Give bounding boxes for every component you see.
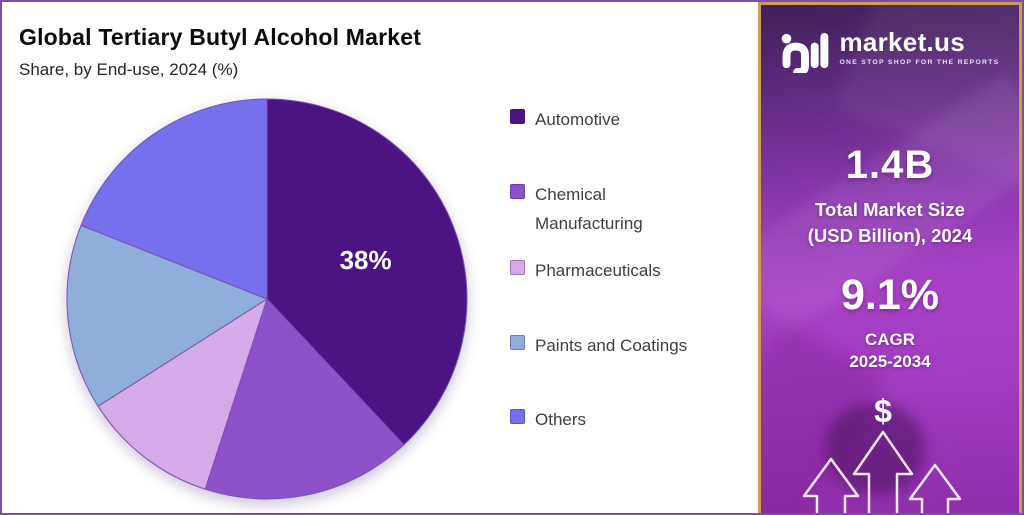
chart-legend: Automotive Chemical Manufacturing Pharma… (510, 105, 745, 445)
legend-item-chemical-manufacturing: Chemical Manufacturing (510, 180, 685, 238)
legend-item-paints-and-coatings: Paints and Coatings (510, 331, 687, 360)
brand-text: market.us ONE STOP SHOP FOR THE REPORTS (839, 29, 999, 66)
legend-label: Paints and Coatings (535, 336, 688, 355)
page-subtitle: Share, by End-use, 2024 (%) (19, 60, 239, 79)
brand-logo: market.us ONE STOP SHOP FOR THE REPORTS (761, 29, 1019, 73)
legend-swatch-pharmaceuticals (510, 260, 525, 275)
brand-name: market.us (839, 27, 965, 57)
legend-item-pharmaceuticals: Pharmaceuticals (510, 256, 661, 285)
market-us-logo-icon (782, 32, 829, 73)
legend-swatch-chemical-manufacturing (510, 184, 525, 199)
brand-panel: market.us ONE STOP SHOP FOR THE REPORTS … (758, 2, 1022, 513)
dollar-icon: $ (874, 393, 892, 429)
legend-label: Automotive (535, 110, 621, 129)
pie-chart: 38% (57, 89, 477, 509)
pie-slice-chemical-manufacturing (204, 298, 405, 500)
pie-slice-pharmaceuticals (97, 297, 268, 490)
legend-swatch-automotive (510, 109, 525, 124)
chart-area: Global Tertiary Butyl Alcohol Market Sha… (2, 2, 762, 513)
cagr-value: 9.1% (840, 271, 939, 319)
pie-slice-automotive (266, 98, 468, 446)
brand-tagline: ONE STOP SHOP FOR THE REPORTS (839, 59, 1000, 66)
legend-label: Pharmaceuticals (535, 261, 661, 280)
growth-arrows-icon: $ (802, 393, 962, 513)
market-size-label-line2: (USD Billion), 2024 (807, 225, 973, 246)
pie-slice-others (80, 98, 268, 300)
legend-item-automotive: Automotive (510, 105, 620, 134)
legend-item-others: Others (510, 405, 586, 434)
pie-slice-label: 38% (340, 245, 392, 275)
market-size-value: 1.4B (845, 143, 935, 187)
legend-swatch-paints-and-coatings (510, 335, 525, 350)
legend-label: Chemical Manufacturing (535, 185, 643, 233)
pie-chart-svg: 38% (66, 98, 468, 500)
market-size-label: Total Market Size (USD Billion), 2024 (761, 197, 1019, 249)
cagr-label: CAGR 2025-2034 (761, 329, 1019, 373)
cagr-label-line1: CAGR (864, 330, 916, 349)
market-size-label-line1: Total Market Size (815, 199, 965, 220)
page-title: Global Tertiary Butyl Alcohol Market (19, 24, 422, 50)
legend-swatch-others (510, 409, 525, 424)
legend-label: Others (535, 410, 587, 429)
pie-slice-paints-and-coatings (66, 224, 269, 407)
cagr-label-line2: 2025-2034 (849, 352, 931, 371)
